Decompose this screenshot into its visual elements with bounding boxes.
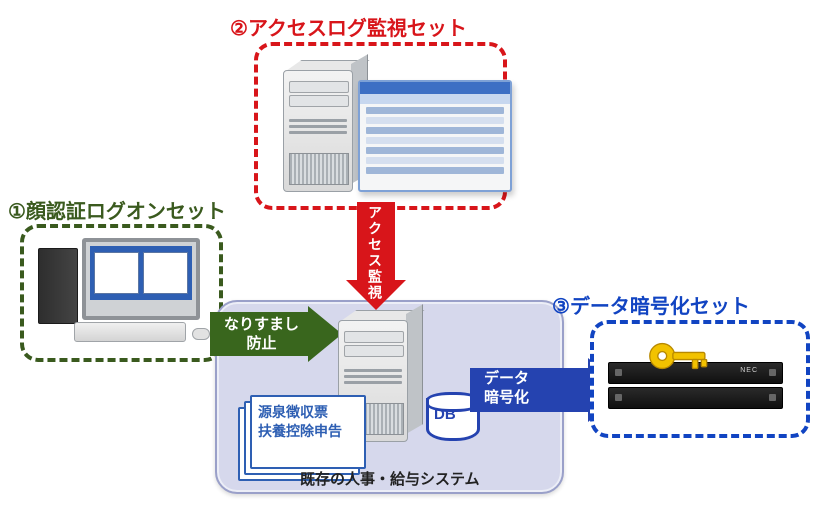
title-access-log: ②アクセスログ監視セット bbox=[230, 12, 467, 41]
key-icon bbox=[648, 336, 712, 376]
doc-line2: 扶養控除申告 bbox=[258, 423, 342, 439]
access-text: アクセス監視 bbox=[367, 205, 383, 301]
label-data-encryption: データ 暗号化 bbox=[478, 368, 535, 410]
log-viewer-window bbox=[358, 80, 512, 192]
rack-brand: NEC bbox=[740, 367, 758, 374]
circled-3: ③ bbox=[552, 294, 570, 319]
spoof-line2: 防止 bbox=[247, 335, 277, 352]
label-spoof-prevention: なりすまし 防止 bbox=[216, 313, 307, 357]
encrypt-line2: 暗号化 bbox=[484, 389, 529, 406]
title-face-auth-text: 顔認証ログオンセット bbox=[26, 201, 226, 223]
doc-line1: 源泉徴収票 bbox=[258, 404, 328, 420]
title-data-encrypt-text: データ暗号化セット bbox=[570, 296, 750, 318]
tax-documents: 源泉徴収票 扶養控除申告 bbox=[250, 395, 370, 473]
title-face-auth: ①顔認証ログオンセット bbox=[8, 195, 226, 224]
label-access-monitoring: アクセス監視 bbox=[365, 205, 385, 301]
db-label: DB bbox=[434, 406, 456, 423]
spoof-line1: なりすまし bbox=[224, 316, 299, 333]
existing-system-caption: 既存の人事・給与システム bbox=[300, 468, 480, 489]
circled-1: ① bbox=[8, 199, 26, 224]
title-access-log-text: アクセスログ監視セット bbox=[248, 18, 467, 40]
title-data-encrypt: ③データ暗号化セット bbox=[552, 290, 750, 319]
diagram-canvas: ②アクセスログ監視セット ①顔認証ログオンセット bbox=[0, 0, 827, 507]
circled-2: ② bbox=[230, 16, 248, 41]
encrypt-line1: データ bbox=[484, 370, 529, 387]
client-pc bbox=[38, 238, 208, 348]
